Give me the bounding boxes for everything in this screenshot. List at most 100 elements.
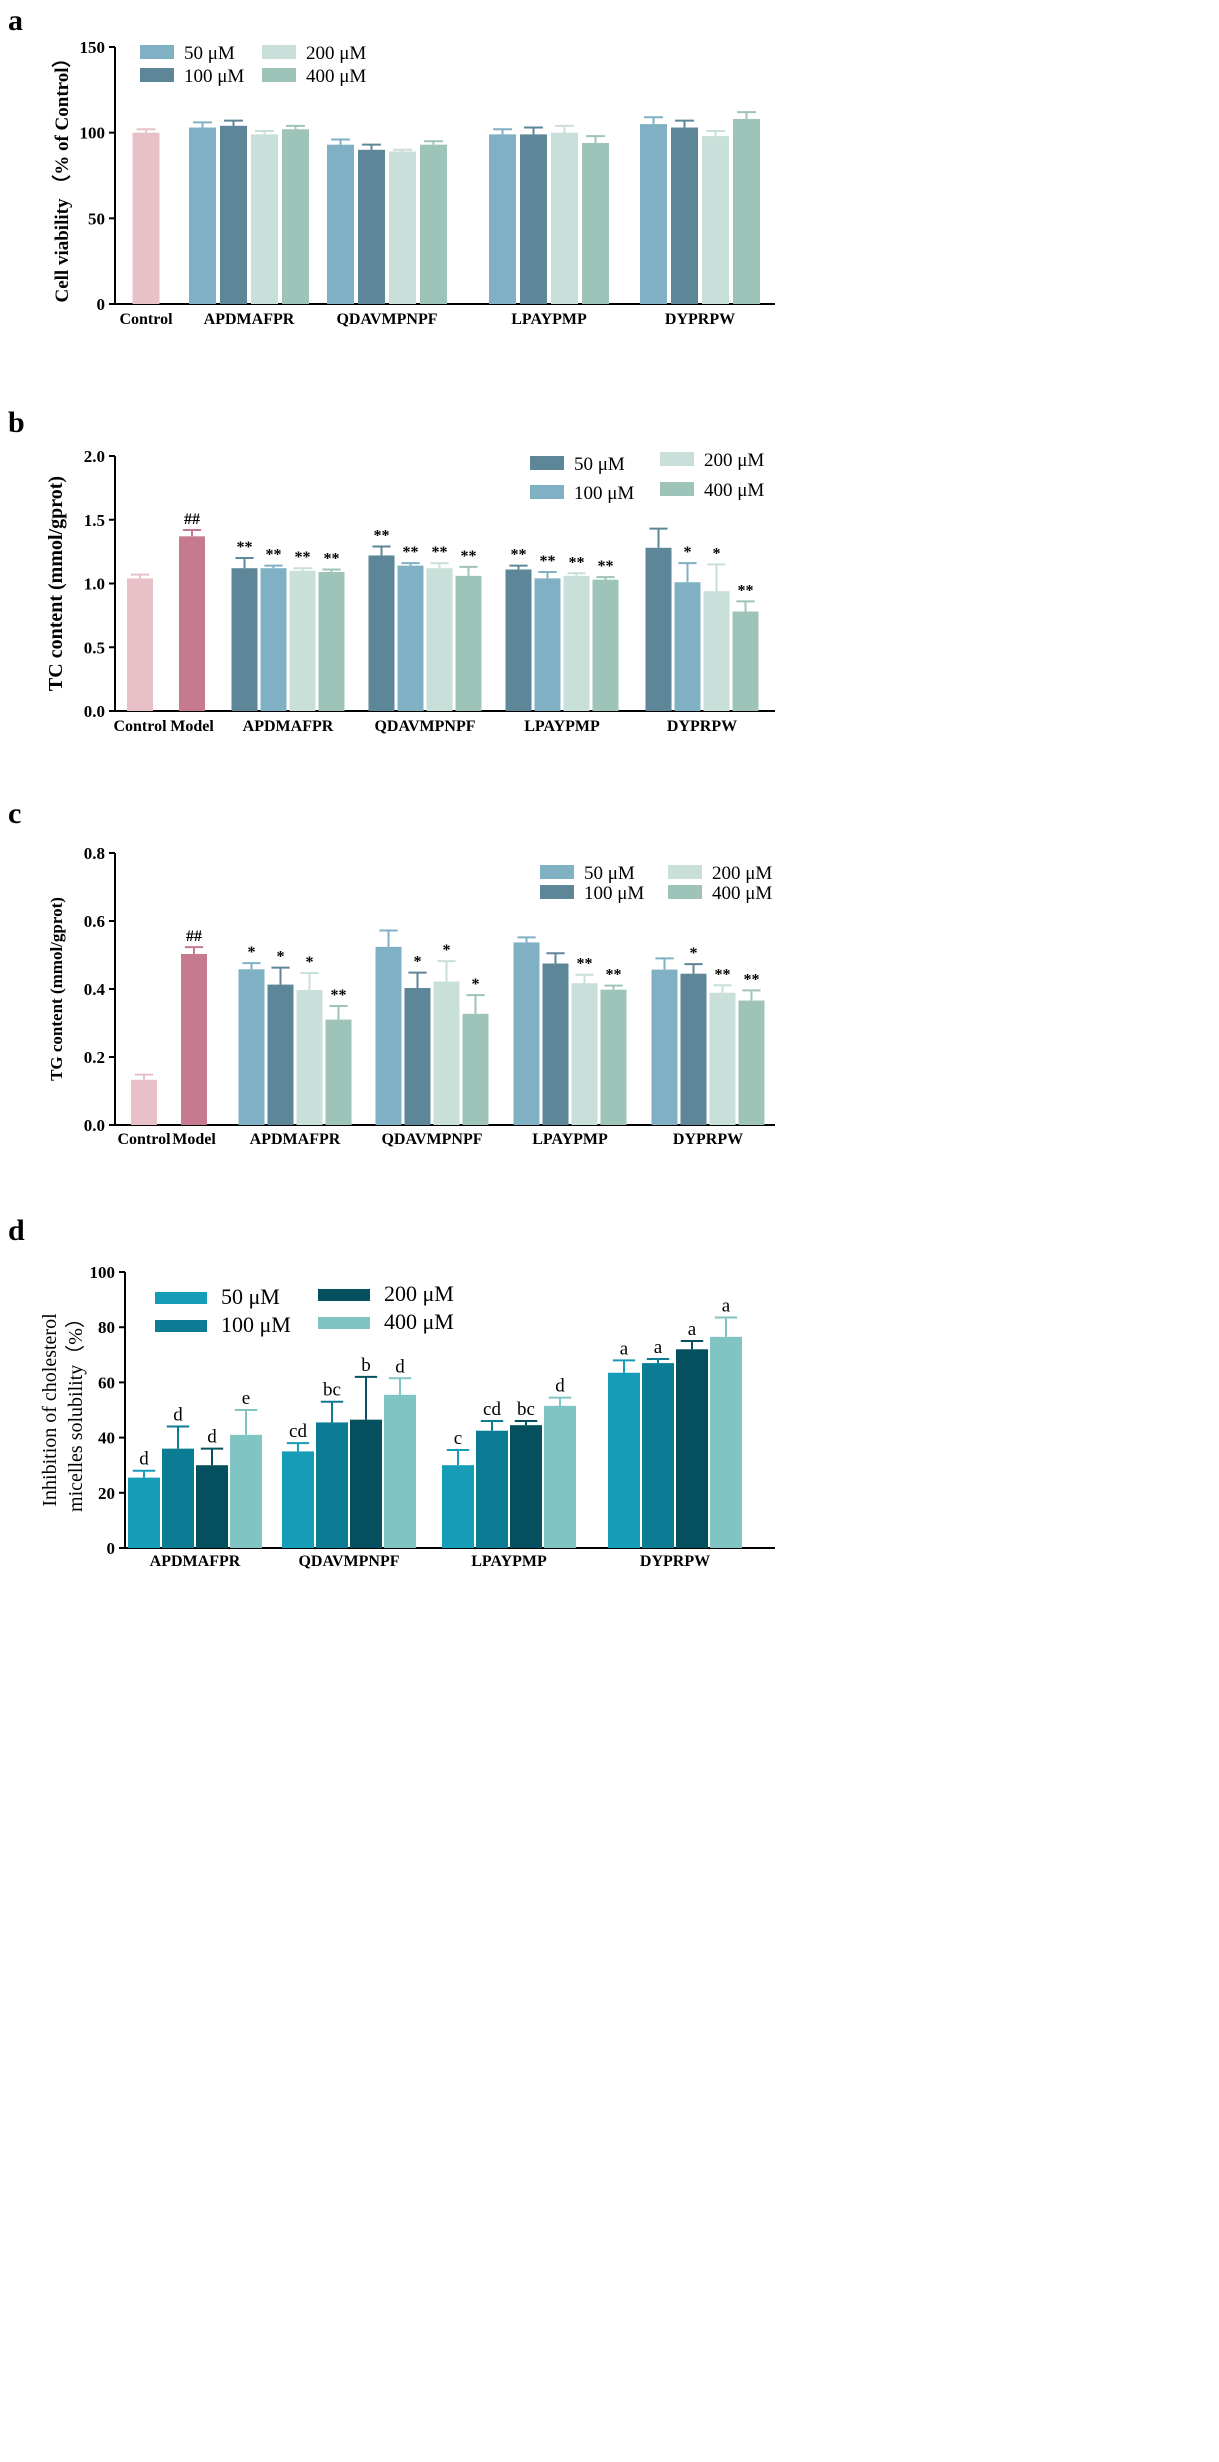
bar [433,981,460,1125]
bar [542,963,569,1125]
bar [442,1465,474,1548]
bar [260,568,287,711]
y-tick-label: 50 [88,209,105,228]
y-tick-label: 150 [80,38,106,57]
bar [645,547,672,711]
bar [251,134,278,304]
legend-label: 100 μM [584,883,644,904]
bar [127,578,153,711]
significance-label: ** [598,558,614,575]
significance-label: ** [738,582,754,599]
bar [608,1372,640,1548]
bar [489,134,516,304]
x-category-label: LPAYPMP [511,311,587,328]
legend-swatch [155,1320,207,1332]
x-category-label: LPAYPMP [532,1131,608,1148]
bar [732,611,759,711]
x-category-label: APDMAFPR [204,311,295,328]
legend-label: 50 μM [584,863,635,884]
bar [179,536,205,711]
significance-label: ** [511,547,527,564]
panel-label: d [8,1214,25,1247]
chart-panel-d: d 0 20 40 60 80 100 Inhibition of cholesterol mi… [8,1214,775,1570]
bar [358,149,385,304]
significance-label: d [395,1356,405,1377]
significance-label: d [173,1405,183,1426]
panel-label: a [8,4,23,37]
x-category-label: DYPRPW [665,311,735,328]
legend-swatch [660,452,694,466]
significance-label: * [684,544,692,561]
y-axis-title: TC content (mmol/gprot) [45,476,67,691]
significance-label: ** [295,549,311,566]
bar [289,570,316,711]
x-category-label: APDMAFPR [150,1553,241,1570]
x-category-label: Model [172,1131,216,1148]
significance-label: a [620,1338,629,1359]
bar [709,992,736,1125]
bar [397,565,424,711]
bar [703,591,730,711]
bar [510,1425,542,1548]
x-category-label: Model [170,718,214,735]
bar [592,579,619,711]
chart-panel-b: b 0.0 0.5 1.0 1.5 2.0 TC content (mmol/gprot) C… [8,406,775,735]
significance-label: ** [461,548,477,565]
legend-label: 200 μM [712,863,772,884]
bar [674,582,701,711]
legend-swatch [668,865,702,879]
bar [384,1394,416,1548]
legend-swatch [660,482,694,496]
legend-swatch [140,45,174,59]
bar [231,568,258,711]
y-tick-label: 60 [98,1373,115,1392]
panel-label: b [8,406,25,439]
bar [238,969,265,1125]
bar [680,973,707,1125]
bar [563,575,590,711]
significance-label: ** [374,528,390,545]
legend-swatch [262,68,296,82]
bar [128,1477,160,1548]
bar [513,942,540,1125]
legend-swatch [318,1317,370,1329]
bar [296,990,323,1125]
bar [196,1465,228,1548]
bar [282,1451,314,1548]
x-category-label: QDAVMPNPF [374,718,475,735]
bar [462,1013,489,1125]
bar [551,132,578,304]
bar [642,1363,674,1548]
x-category-label: LPAYPMP [524,718,600,735]
y-tick-label: 40 [98,1429,115,1448]
significance-label: ** [266,547,282,564]
significance-label: ** [331,987,347,1004]
y-tick-label: 2.0 [84,447,105,466]
bar [571,983,598,1125]
y-tick-label: 0.4 [84,980,106,999]
bar [544,1405,576,1548]
legend-label: 400 μM [704,480,764,501]
y-axis-title: Cell viability （% of Control） [50,48,73,302]
legend-swatch [318,1289,370,1301]
bar [327,144,354,304]
bar [505,569,532,711]
x-category-label: LPAYPMP [471,1553,547,1570]
significance-label: ## [184,511,200,528]
bar [350,1419,382,1548]
y-tick-label: 0 [107,1539,116,1558]
y-tick-label: 0.6 [84,912,105,931]
significance-label: ** [237,539,253,556]
legend-label: 200 μM [306,43,366,64]
bar [600,989,627,1125]
legend-label: 50 μM [184,43,235,64]
significance-label: a [722,1296,731,1317]
x-category-label: DYPRPW [673,1131,743,1148]
y-tick-label: 80 [98,1318,115,1337]
significance-label: d [139,1449,149,1470]
bar [671,127,698,304]
significance-label: ** [403,544,419,561]
x-category-label: QDAVMPNPF [381,1131,482,1148]
significance-label: ** [606,967,622,984]
significance-label: d [555,1376,565,1397]
